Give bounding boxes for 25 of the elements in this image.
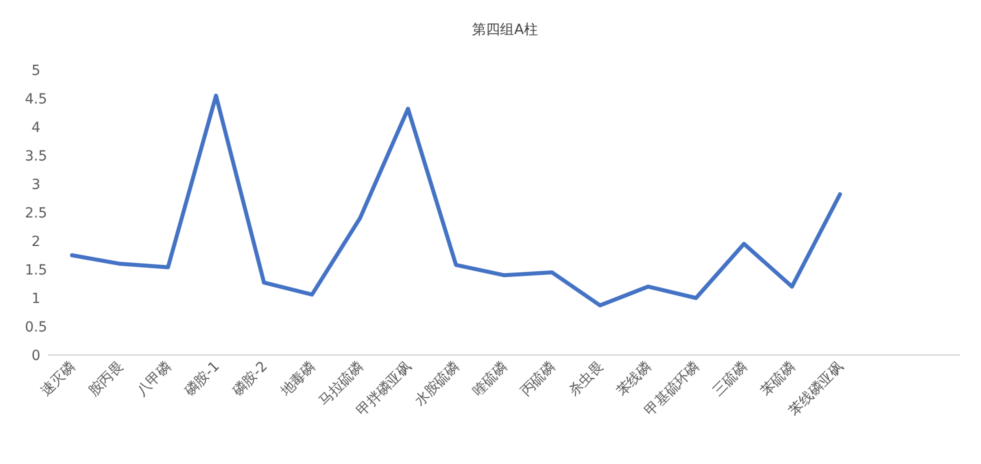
ytick: 3: [32, 177, 40, 193]
xtick: 磷胺-1: [182, 358, 223, 400]
xtick: 地毒磷: [278, 358, 319, 400]
xtick: 苯硫磷: [758, 358, 799, 400]
xtick: 苯线磷: [614, 358, 655, 400]
ytick: 2.5: [24, 206, 48, 222]
xtick: 磷胺-2: [230, 358, 271, 400]
title: 第四组A柱: [472, 22, 538, 38]
ytick: 0: [32, 348, 40, 364]
ytick: 2: [32, 234, 40, 250]
xtick: 胺丙畏: [86, 358, 127, 400]
ytick: 4.5: [24, 92, 48, 108]
xtick: 八甲磷: [134, 358, 175, 400]
ytick: 0.5: [24, 320, 48, 336]
xtick: 丙硫磷: [518, 358, 559, 400]
ytick: 4: [32, 120, 40, 136]
xtick: 三硫磷: [710, 358, 751, 400]
xtick: 水胺硫磷: [412, 358, 463, 410]
ytick: 3.5: [24, 148, 48, 164]
xtick: 速灭磷: [38, 358, 79, 400]
xtick: 喹硫磷: [470, 358, 511, 400]
ytick: 1.5: [24, 262, 48, 278]
ytick: 5: [32, 63, 40, 79]
xtick: 杀虫畏: [566, 358, 607, 400]
ytick: 1: [32, 291, 40, 307]
